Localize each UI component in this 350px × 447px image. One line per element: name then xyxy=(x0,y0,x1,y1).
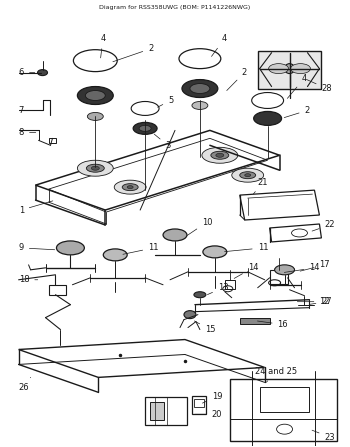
Text: 13: 13 xyxy=(208,283,229,295)
Text: 6: 6 xyxy=(19,68,35,77)
Ellipse shape xyxy=(269,63,288,74)
Ellipse shape xyxy=(56,241,84,255)
Text: 24 and 25: 24 and 25 xyxy=(255,367,297,382)
Text: 2: 2 xyxy=(113,44,153,62)
Text: 11: 11 xyxy=(123,244,159,254)
Text: 4: 4 xyxy=(287,74,307,98)
Ellipse shape xyxy=(122,184,138,190)
Text: 22: 22 xyxy=(312,220,335,231)
Text: 4: 4 xyxy=(211,34,227,56)
Ellipse shape xyxy=(240,172,256,179)
Ellipse shape xyxy=(114,180,146,194)
Ellipse shape xyxy=(133,122,157,135)
Ellipse shape xyxy=(285,63,294,74)
Polygon shape xyxy=(258,51,321,89)
Text: 3: 3 xyxy=(154,134,170,150)
Bar xyxy=(270,270,288,284)
Ellipse shape xyxy=(190,84,210,93)
Bar xyxy=(240,318,270,324)
Text: 16: 16 xyxy=(258,320,288,329)
Text: 7: 7 xyxy=(19,106,38,115)
Text: 15: 15 xyxy=(194,321,215,334)
Text: 10: 10 xyxy=(187,218,212,236)
Ellipse shape xyxy=(103,249,127,261)
Text: 12: 12 xyxy=(297,297,330,306)
Ellipse shape xyxy=(232,168,264,182)
Ellipse shape xyxy=(163,229,187,241)
Ellipse shape xyxy=(184,311,196,319)
Ellipse shape xyxy=(211,151,229,159)
Text: 20: 20 xyxy=(195,410,222,419)
Text: 8: 8 xyxy=(19,128,36,137)
Text: 2: 2 xyxy=(284,106,310,118)
Text: 1: 1 xyxy=(19,201,53,215)
Ellipse shape xyxy=(245,174,251,177)
Text: 26: 26 xyxy=(19,377,30,392)
Ellipse shape xyxy=(139,126,151,131)
Text: 4: 4 xyxy=(100,34,106,58)
Text: Diagram for RSS358UWG (BOM: P1141226NWG): Diagram for RSS358UWG (BOM: P1141226NWG) xyxy=(99,5,251,10)
Ellipse shape xyxy=(290,63,310,74)
Ellipse shape xyxy=(252,93,284,109)
Ellipse shape xyxy=(203,246,227,258)
Ellipse shape xyxy=(88,113,103,120)
Bar xyxy=(192,396,206,414)
Bar xyxy=(49,285,66,295)
Ellipse shape xyxy=(194,292,206,298)
Ellipse shape xyxy=(77,87,113,105)
Ellipse shape xyxy=(131,101,159,115)
Text: 21: 21 xyxy=(253,177,268,194)
Ellipse shape xyxy=(254,111,282,126)
Text: 9: 9 xyxy=(19,244,55,253)
Bar xyxy=(150,402,164,420)
Bar xyxy=(260,388,309,412)
Text: 5: 5 xyxy=(158,96,173,107)
Ellipse shape xyxy=(127,186,133,189)
Bar xyxy=(145,397,187,425)
Ellipse shape xyxy=(179,49,221,69)
Ellipse shape xyxy=(37,70,48,76)
Ellipse shape xyxy=(74,50,117,72)
Ellipse shape xyxy=(77,160,113,176)
Bar xyxy=(230,380,337,441)
Ellipse shape xyxy=(91,166,99,170)
Bar xyxy=(194,399,204,407)
Ellipse shape xyxy=(192,101,208,110)
Text: 28: 28 xyxy=(307,80,332,93)
Ellipse shape xyxy=(202,148,238,163)
Text: 18: 18 xyxy=(19,275,38,284)
Text: 14: 14 xyxy=(284,263,320,272)
Ellipse shape xyxy=(86,164,104,172)
Text: 23: 23 xyxy=(312,430,335,442)
Ellipse shape xyxy=(85,91,105,101)
Bar xyxy=(225,280,235,289)
Ellipse shape xyxy=(216,153,224,157)
Text: 17: 17 xyxy=(300,260,330,271)
Ellipse shape xyxy=(182,80,218,97)
Bar xyxy=(49,138,56,143)
Text: 2: 2 xyxy=(227,68,247,91)
Text: 11: 11 xyxy=(225,244,268,253)
Ellipse shape xyxy=(275,265,294,275)
Text: 27: 27 xyxy=(310,297,332,306)
Text: 19: 19 xyxy=(202,392,222,403)
Text: 14: 14 xyxy=(234,263,258,278)
